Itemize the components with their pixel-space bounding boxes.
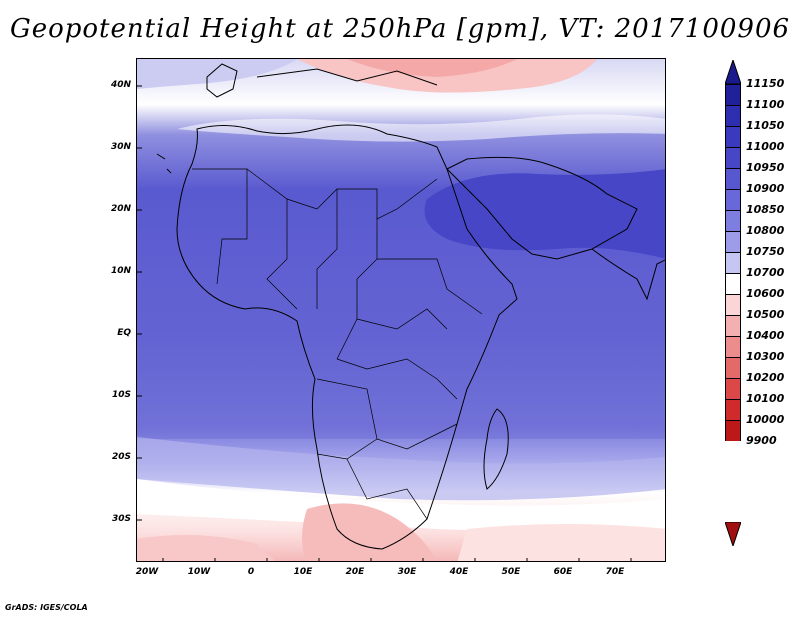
colorbar-level-label: 10850 [746,203,785,216]
height-field-map [137,59,665,561]
colorbar-level-label: 10750 [746,245,785,258]
colorbar-swatch [725,378,741,399]
grads-credit: GrADS: IGES/COLA [5,603,88,612]
lon-label-10e: 10E [293,567,313,577]
north-high-core [347,59,517,77]
colorbar-level-label: 11000 [746,140,785,153]
country-borders [192,168,483,520]
colorbar-level-label: 11050 [746,119,785,132]
colorbar-swatch [725,168,741,189]
lon-label-30e: 30E [397,567,417,577]
south-white-band [137,479,665,532]
lon-ticks [162,558,632,561]
colorbar-top-arrow [725,60,741,84]
colorbar-level-label: 10800 [746,224,785,237]
southwest-pink [137,535,275,561]
lat-label-eq: EQ [117,328,131,338]
south-light-band [137,437,665,501]
colorbar-swatch [725,420,741,441]
lat-label-20n: 20N [110,204,131,214]
lat-label-30n: 30N [110,142,131,152]
colorbar-level-label: 10500 [746,308,785,321]
colorbar-level-label: 10400 [746,329,785,342]
colorbar-swatch [725,231,741,252]
colorbar-swatch [725,294,741,315]
colorbar-swatch [725,336,741,357]
northwest-blue [137,59,297,89]
colorbar-swatch [725,252,741,273]
colorbar-level-label: 11150 [746,77,785,90]
lon-label-60e: 60E [553,567,573,577]
colorbar-level-label: 10100 [746,392,785,405]
north-white-band [177,114,665,142]
colorbar-swatch [725,105,741,126]
map-panel [136,58,666,562]
colorbar-swatch [725,126,741,147]
colorbar-level-label: 10300 [746,350,785,363]
southeast-pink [457,524,665,561]
colorbar-swatch [725,210,741,231]
lat-label-10n: 10N [110,266,131,276]
colorbar-level-label: 9900 [746,434,777,447]
lon-label-10w: 10W [187,567,211,577]
colorbar-swatch [725,357,741,378]
lon-label-20w: 20W [135,567,159,577]
arabian-low-core [424,169,665,259]
lon-label-70e: 70E [605,567,625,577]
colorbar-level-label: 10200 [746,371,785,384]
colorbar-swatch [725,399,741,420]
colorbar-swatch [725,84,741,105]
lat-ticks [137,85,142,521]
lat-label-40n: 40N [110,80,131,90]
lon-label-50e: 50E [501,567,521,577]
colorbar-swatch [725,273,741,294]
lat-label-20s: 20S [111,452,131,462]
lat-label-10s: 10S [111,390,131,400]
colorbar-level-label: 11100 [746,98,785,111]
lat-label-30s: 30S [111,514,131,524]
colorbar-level-label: 10900 [746,182,785,195]
colorbar-swatch [725,189,741,210]
colorbar-bottom-arrow [725,522,741,546]
colorbar-swatch [725,147,741,168]
colorbar-level-label: 10000 [746,413,785,426]
lon-label-20e: 20E [345,567,365,577]
south-africa-high [302,503,437,561]
colorbar-level-label: 10600 [746,287,785,300]
equatorial-band [137,289,665,439]
colorbar-level-label: 10950 [746,161,785,174]
lon-label-40e: 40E [449,567,469,577]
coastlines [156,63,665,550]
colorbar-swatch [725,315,741,336]
lon-label-0: 0 [247,567,255,577]
map-title: Geopotential Height at 250hPa [gpm], VT:… [9,14,791,44]
colorbar-level-label: 10700 [746,266,785,279]
